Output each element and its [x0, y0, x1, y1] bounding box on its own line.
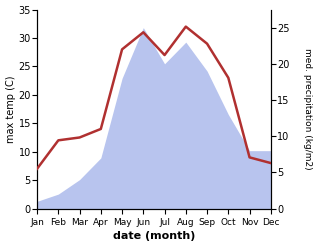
Y-axis label: med. precipitation (kg/m2): med. precipitation (kg/m2): [303, 48, 313, 170]
Y-axis label: max temp (C): max temp (C): [5, 75, 16, 143]
X-axis label: date (month): date (month): [113, 231, 195, 242]
